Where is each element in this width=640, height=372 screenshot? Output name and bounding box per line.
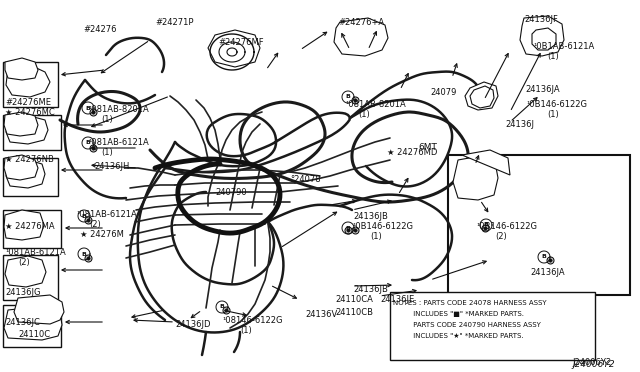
Text: °24078: °24078 (290, 175, 321, 184)
Text: (2): (2) (495, 232, 507, 241)
Text: ¹081AB-8201A: ¹081AB-8201A (345, 100, 406, 109)
Text: (2): (2) (18, 258, 29, 267)
Text: B: B (86, 106, 90, 110)
Text: NOTES : PARTS CODE 24078 HARNESS ASSY: NOTES : PARTS CODE 24078 HARNESS ASSY (393, 300, 547, 306)
Text: 24136JA: 24136JA (525, 85, 559, 94)
Text: ★ 24276NB: ★ 24276NB (5, 155, 54, 164)
Text: 24136JF: 24136JF (524, 15, 558, 24)
Text: #24276: #24276 (83, 25, 116, 34)
Text: PARTS CODE 240790 HARNESS ASSY: PARTS CODE 240790 HARNESS ASSY (393, 322, 541, 328)
Text: 24136JB: 24136JB (353, 285, 388, 294)
Text: ¹0B146-6122G: ¹0B146-6122G (526, 100, 587, 109)
Text: B: B (346, 94, 351, 99)
Text: INCLUDES "■" *MARKED PARTS.: INCLUDES "■" *MARKED PARTS. (393, 311, 524, 317)
Polygon shape (334, 18, 388, 56)
Polygon shape (6, 65, 50, 97)
Polygon shape (14, 295, 64, 324)
Text: 24136JG: 24136JG (5, 288, 40, 297)
Text: 24136JB: 24136JB (353, 212, 388, 221)
Text: (2): (2) (89, 220, 100, 229)
Text: 24079: 24079 (430, 88, 456, 97)
Bar (3, 255, 58, 300)
Text: INCLUDES "★" *MARKED PARTS.: INCLUDES "★" *MARKED PARTS. (393, 333, 524, 339)
Text: 24136V: 24136V (305, 310, 337, 319)
Text: ¹081AB-8201A: ¹081AB-8201A (88, 105, 148, 114)
Text: ★ 24276MA: ★ 24276MA (5, 222, 54, 231)
Polygon shape (532, 28, 556, 50)
Polygon shape (4, 210, 44, 240)
Text: B: B (220, 305, 225, 310)
Text: B: B (484, 222, 488, 228)
Bar (3, 158, 58, 196)
Polygon shape (208, 30, 260, 67)
Polygon shape (453, 156, 498, 200)
Text: B: B (81, 251, 86, 257)
Bar (3, 115, 61, 150)
Text: ¹0B146-6122G: ¹0B146-6122G (476, 222, 537, 231)
Polygon shape (465, 82, 498, 110)
Text: 24136JC: 24136JC (5, 318, 40, 327)
Bar (3, 62, 58, 107)
Text: (1): (1) (547, 110, 559, 119)
Bar (390, 292, 595, 360)
Polygon shape (5, 58, 38, 80)
Text: ¹081AB-6121A: ¹081AB-6121A (76, 210, 137, 219)
Text: 24136JE: 24136JE (380, 295, 414, 304)
Polygon shape (4, 306, 62, 340)
Polygon shape (6, 160, 45, 188)
Text: ¹08146-6122G: ¹08146-6122G (222, 316, 282, 325)
Text: #24276ME: #24276ME (5, 98, 51, 107)
Text: #24271P: #24271P (155, 18, 193, 27)
Bar (3, 305, 61, 347)
Text: 24110C: 24110C (18, 330, 50, 339)
Polygon shape (470, 86, 494, 108)
Bar (448, 155, 630, 295)
Text: 24136JD: 24136JD (175, 320, 211, 329)
Polygon shape (6, 116, 48, 144)
Polygon shape (5, 256, 46, 287)
Polygon shape (520, 16, 564, 56)
Text: B: B (86, 141, 90, 145)
Text: ★ 24276M: ★ 24276M (80, 230, 124, 239)
Text: J24006Y2: J24006Y2 (572, 360, 614, 369)
Text: B: B (81, 214, 86, 218)
Text: ¹081AB-6121A: ¹081AB-6121A (5, 248, 66, 257)
Text: (1): (1) (547, 52, 559, 61)
Text: B: B (346, 225, 351, 231)
Polygon shape (462, 150, 510, 175)
Text: 6MT: 6MT (418, 143, 437, 152)
Text: 24110CB: 24110CB (335, 308, 373, 317)
Bar (3, 210, 61, 248)
Text: ★ 24276MD: ★ 24276MD (387, 148, 437, 157)
Text: ¹0B1AB-6121A: ¹0B1AB-6121A (533, 42, 595, 51)
Polygon shape (4, 155, 38, 180)
Text: 24136J: 24136J (505, 120, 534, 129)
Polygon shape (4, 112, 38, 136)
Text: 24136JH: 24136JH (94, 162, 129, 171)
Text: #24276MF: #24276MF (218, 38, 264, 47)
Text: J24006Y2: J24006Y2 (572, 358, 611, 367)
Text: 24110CA: 24110CA (335, 295, 373, 304)
Text: ★ 24276MC: ★ 24276MC (5, 108, 55, 117)
Text: B: B (541, 254, 547, 260)
Text: (1): (1) (101, 115, 113, 124)
Text: 24136JA: 24136JA (530, 268, 564, 277)
Text: #24276+A: #24276+A (338, 18, 384, 27)
Text: (1): (1) (358, 110, 370, 119)
Text: ¹0B146-6122G: ¹0B146-6122G (352, 222, 413, 231)
Text: 240790: 240790 (215, 188, 246, 197)
Text: ¹081AB-6121A: ¹081AB-6121A (88, 138, 148, 147)
Text: (1): (1) (370, 232, 381, 241)
Text: (1): (1) (101, 148, 113, 157)
Text: (1): (1) (240, 326, 252, 335)
